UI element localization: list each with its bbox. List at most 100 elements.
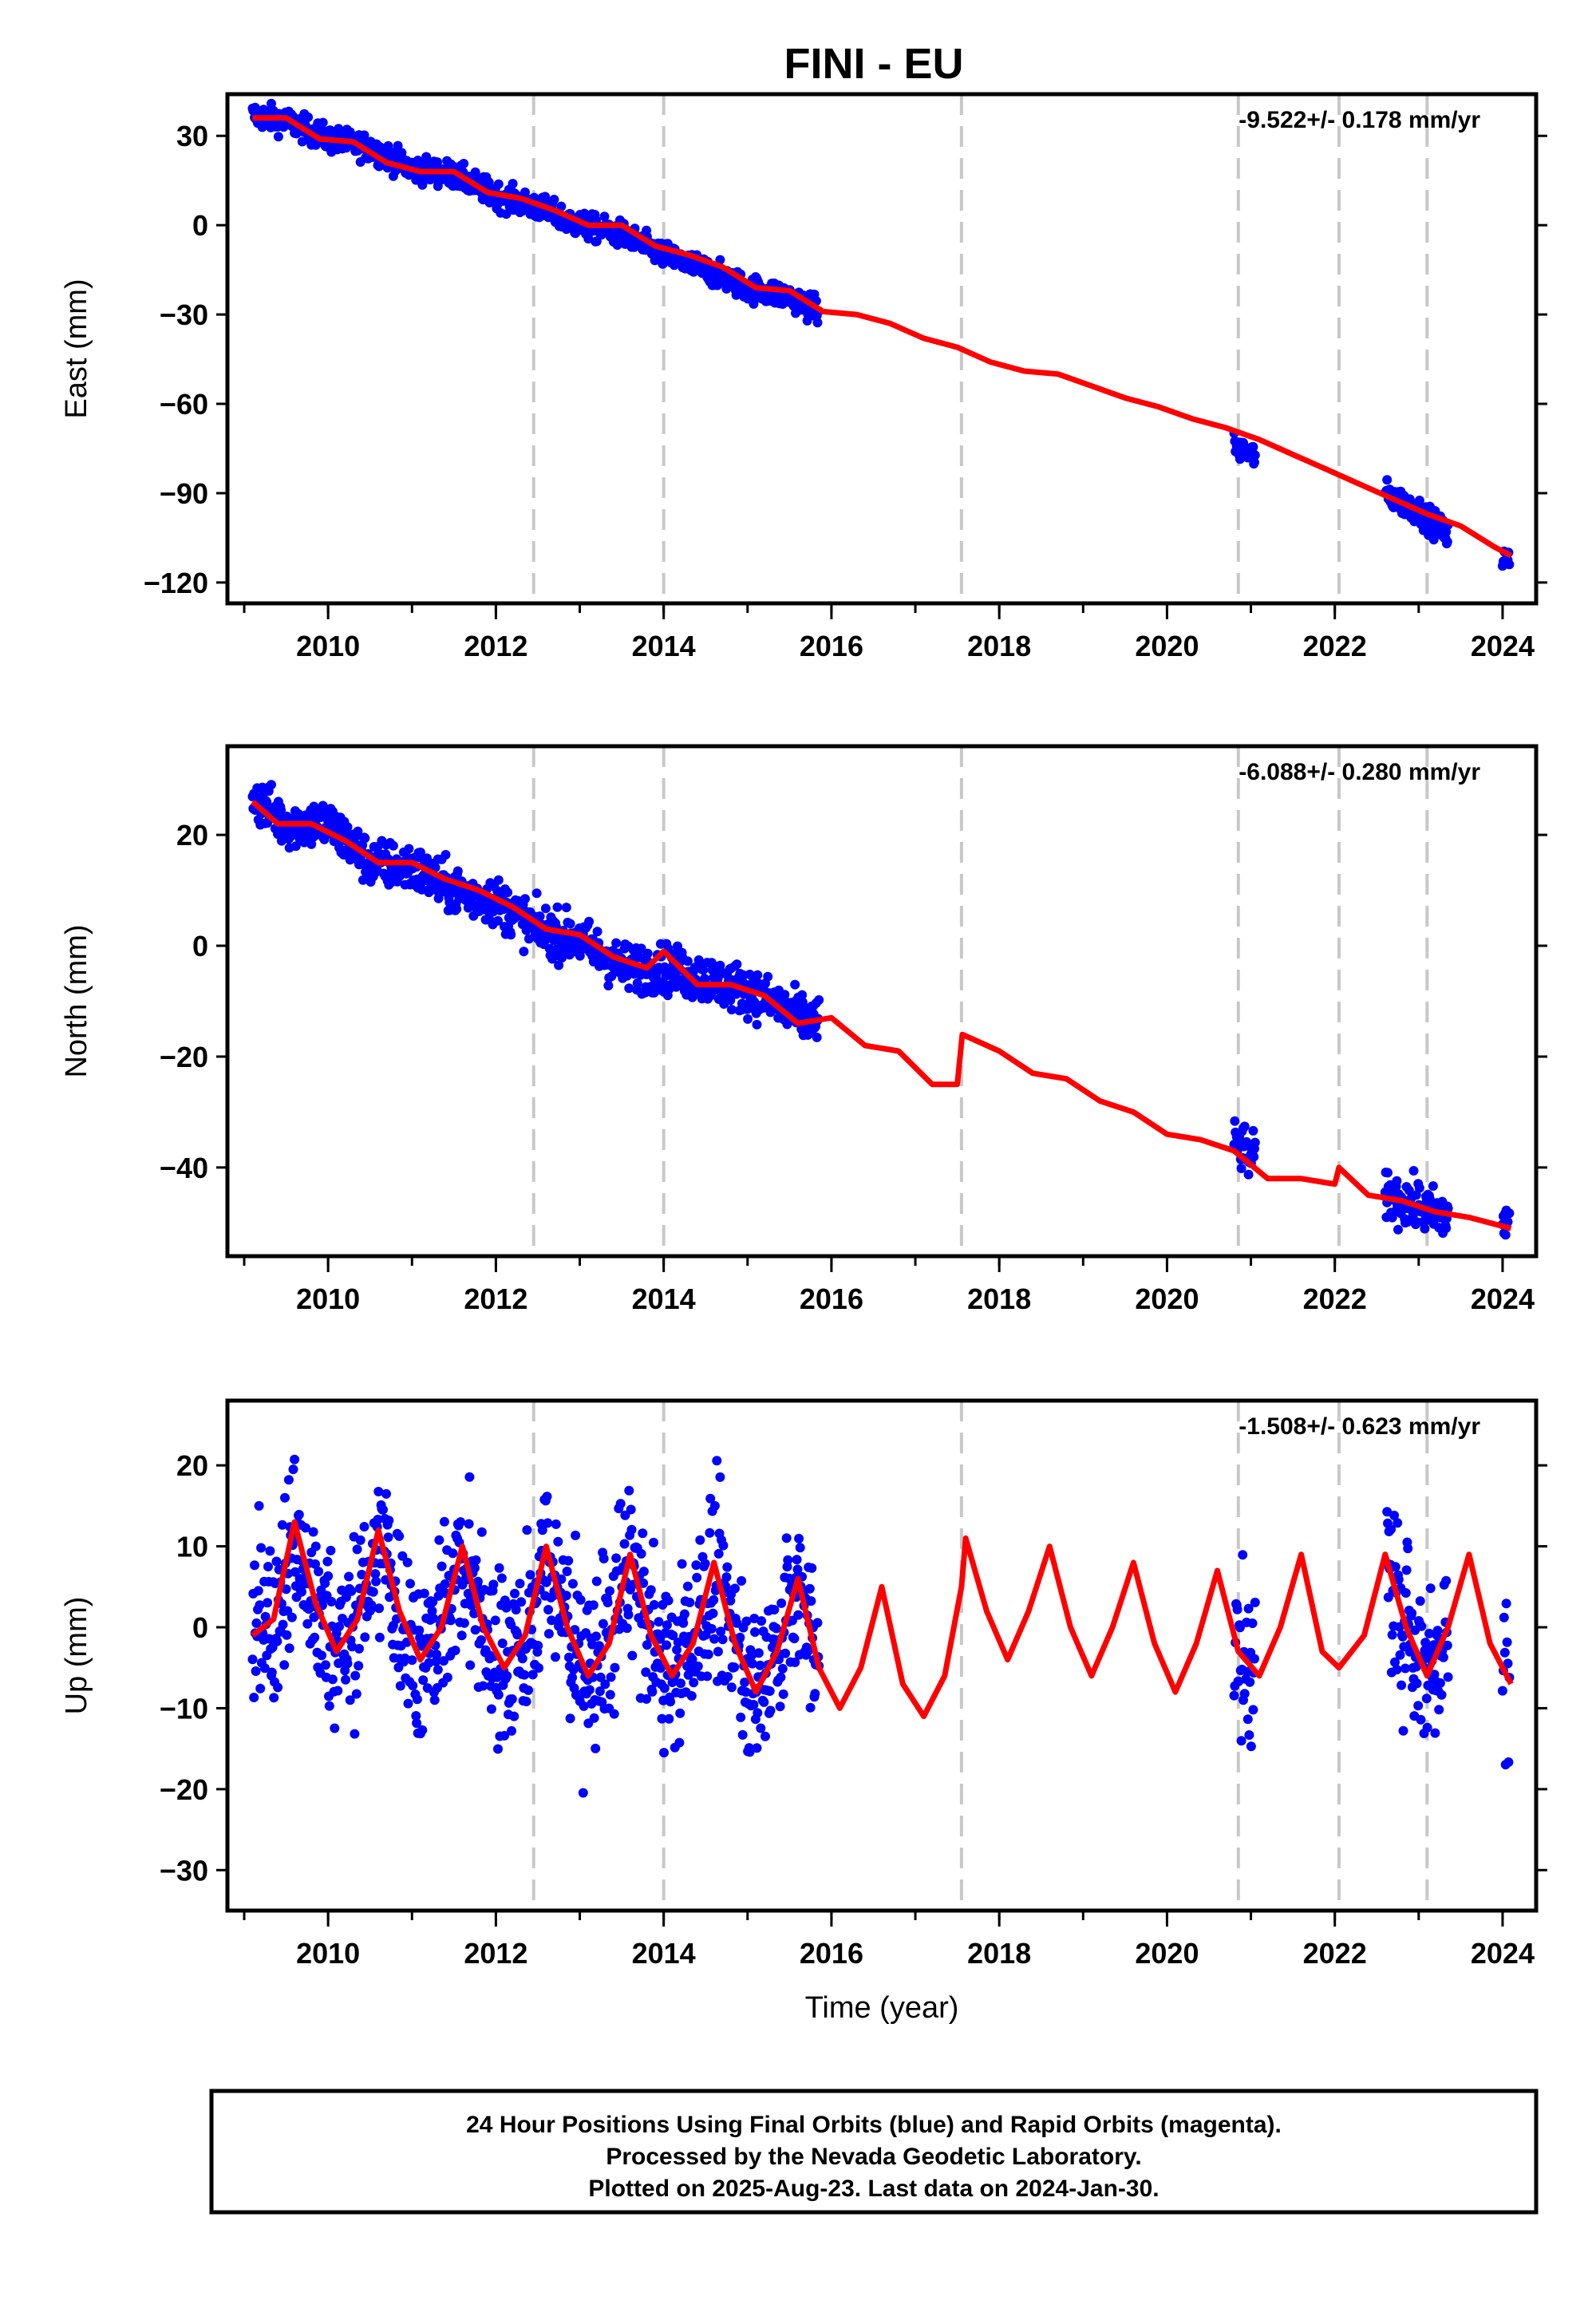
data-point bbox=[1248, 1705, 1258, 1715]
data-point bbox=[314, 1567, 324, 1577]
x-tick-label: 2016 bbox=[800, 1937, 863, 1970]
data-point bbox=[672, 1645, 682, 1655]
data-point bbox=[795, 1543, 805, 1553]
data-point bbox=[657, 1713, 667, 1724]
data-point bbox=[543, 1605, 554, 1614]
data-point bbox=[737, 1729, 748, 1740]
data-point bbox=[745, 1747, 755, 1757]
data-point bbox=[1247, 1618, 1258, 1628]
data-point bbox=[1400, 1588, 1411, 1598]
data-point bbox=[624, 1485, 634, 1496]
data-point bbox=[350, 1670, 361, 1681]
data-point bbox=[448, 1548, 458, 1559]
data-point bbox=[792, 1555, 802, 1565]
data-point bbox=[713, 1646, 723, 1657]
data-point bbox=[255, 1600, 265, 1611]
data-point bbox=[251, 1666, 261, 1676]
data-point bbox=[1404, 1185, 1414, 1196]
data-point bbox=[1236, 1736, 1246, 1746]
data-point bbox=[1502, 1637, 1512, 1647]
data-point bbox=[510, 1588, 519, 1599]
data-point bbox=[503, 887, 513, 898]
rate-label: -1.508+/- 0.623 mm/yr bbox=[1238, 1413, 1480, 1440]
data-point bbox=[646, 1585, 656, 1595]
data-point bbox=[703, 1650, 713, 1659]
data-point bbox=[1382, 475, 1393, 485]
data-point bbox=[442, 1672, 452, 1682]
data-point bbox=[543, 1629, 554, 1639]
data-point bbox=[281, 1584, 291, 1595]
note-line-3: Plotted on 2025-Aug-23. Last data on 202… bbox=[588, 2176, 1159, 2202]
data-point bbox=[591, 1743, 601, 1753]
data-point bbox=[1230, 1116, 1240, 1126]
x-tick-label: 2012 bbox=[464, 1282, 527, 1315]
data-point bbox=[1404, 494, 1415, 504]
data-point bbox=[404, 844, 414, 854]
data-point bbox=[632, 978, 642, 988]
data-point bbox=[262, 797, 272, 808]
model-line bbox=[251, 1519, 1514, 1720]
data-point bbox=[1441, 1575, 1452, 1586]
data-point bbox=[664, 1713, 674, 1724]
data-point bbox=[439, 1516, 449, 1527]
y-tick-label: −40 bbox=[160, 1152, 208, 1184]
x-tick-label: 2010 bbox=[296, 630, 360, 662]
data-point bbox=[351, 1689, 361, 1699]
data-point bbox=[490, 1615, 500, 1626]
data-point bbox=[280, 1492, 290, 1503]
data-point bbox=[591, 1576, 602, 1587]
y-tick-label: −10 bbox=[160, 1692, 208, 1725]
data-point bbox=[403, 1698, 413, 1709]
data-point bbox=[805, 1702, 816, 1713]
data-point bbox=[675, 1708, 685, 1718]
data-point bbox=[717, 1634, 728, 1645]
data-point bbox=[565, 1713, 575, 1724]
x-tick-label: 2016 bbox=[800, 630, 863, 662]
data-point bbox=[318, 117, 328, 128]
data-point bbox=[1383, 1592, 1393, 1603]
data-point bbox=[408, 1681, 418, 1691]
data-point bbox=[705, 1528, 715, 1538]
data-point bbox=[740, 1678, 750, 1687]
data-point bbox=[254, 1500, 264, 1511]
data-point bbox=[814, 995, 824, 1005]
data-point bbox=[265, 1546, 275, 1556]
note-line-2: Processed by the Nevada Geodetic Laborat… bbox=[606, 2144, 1141, 2170]
data-point bbox=[324, 1701, 334, 1711]
plot-frame bbox=[225, 744, 1539, 1259]
data-point bbox=[1250, 457, 1259, 468]
data-point bbox=[535, 911, 545, 922]
y-tick-label: 0 bbox=[192, 1611, 208, 1644]
data-point bbox=[1413, 1701, 1424, 1711]
data-point bbox=[464, 1519, 474, 1529]
data-point bbox=[659, 1683, 670, 1694]
data-point bbox=[578, 1788, 588, 1798]
data-point bbox=[1434, 1705, 1444, 1715]
data-point bbox=[271, 1556, 282, 1567]
data-point bbox=[419, 1588, 429, 1599]
data-point bbox=[730, 1583, 740, 1594]
data-point bbox=[542, 1492, 552, 1502]
data-point bbox=[459, 159, 469, 168]
data-point bbox=[507, 1725, 516, 1736]
data-point bbox=[263, 1562, 273, 1571]
data-point bbox=[354, 1643, 364, 1654]
data-point bbox=[253, 1586, 263, 1596]
data-point bbox=[547, 1615, 557, 1626]
data-point bbox=[414, 1625, 425, 1635]
data-point bbox=[486, 1704, 496, 1714]
data-point bbox=[676, 1678, 685, 1689]
data-point bbox=[695, 1535, 705, 1545]
data-point bbox=[769, 1605, 780, 1614]
data-point bbox=[1420, 1638, 1431, 1648]
data-point bbox=[326, 1545, 336, 1555]
data-point bbox=[563, 1555, 574, 1566]
data-point bbox=[1390, 1657, 1400, 1667]
data-point bbox=[649, 1599, 659, 1610]
data-point bbox=[1422, 1722, 1432, 1733]
x-tick-label: 2020 bbox=[1135, 1937, 1199, 1970]
data-point bbox=[1239, 1121, 1250, 1132]
x-tick-label: 2018 bbox=[967, 1282, 1031, 1315]
data-point bbox=[678, 1618, 689, 1628]
data-point bbox=[267, 1667, 277, 1678]
